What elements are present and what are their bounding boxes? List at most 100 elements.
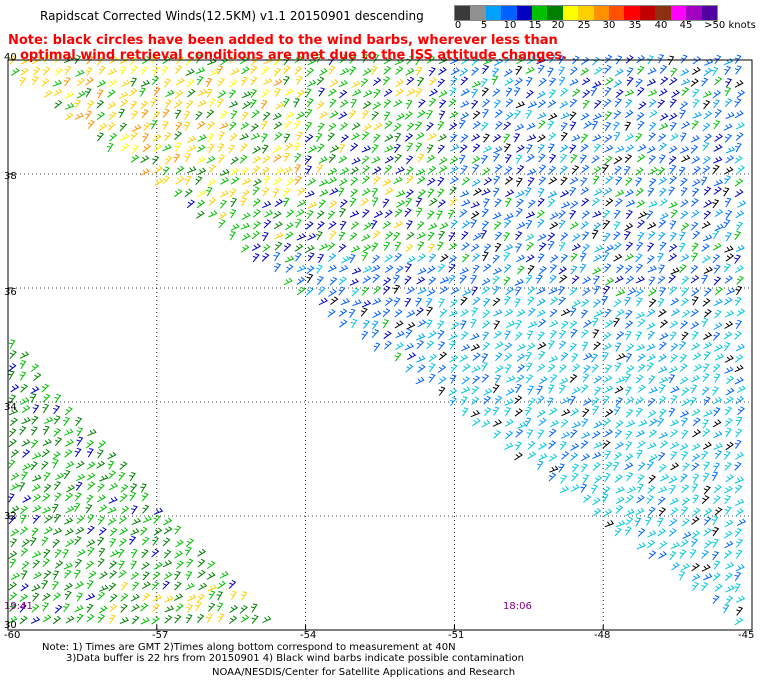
wind-barb: [581, 77, 591, 86]
wind-barb: [18, 482, 26, 492]
wind-barb: [625, 494, 634, 504]
wind-barb: [97, 614, 106, 623]
wind-barb: [417, 253, 427, 262]
wind-barb: [142, 515, 153, 524]
wind-barb: [230, 590, 238, 601]
wind-barb: [735, 122, 746, 130]
wind-barb: [670, 451, 678, 461]
wind-barb: [504, 418, 514, 427]
wind-barb: [196, 156, 206, 164]
wind-barb: [109, 527, 118, 537]
wind-barb: [86, 539, 96, 548]
wind-barb: [703, 507, 713, 517]
wind-barb: [97, 483, 105, 493]
wind-barb: [581, 453, 591, 462]
wind-barb: [647, 187, 655, 197]
wind-barb: [404, 133, 414, 142]
wind-barb: [492, 212, 502, 220]
wind-barb: [42, 403, 50, 414]
wind-barb: [648, 200, 658, 208]
wind-barb: [339, 54, 348, 64]
wind-barb: [241, 66, 250, 75]
wind-barb: [22, 495, 32, 503]
wind-barb: [569, 374, 578, 383]
wind-barb: [591, 197, 600, 207]
wind-barb: [74, 536, 82, 546]
wind-barb: [647, 265, 658, 273]
wind-barb: [645, 516, 652, 526]
wind-barb: [272, 188, 280, 198]
wind-barb: [536, 286, 546, 295]
wind-barb: [473, 187, 483, 196]
wind-barb: [460, 396, 468, 406]
wind-barb: [294, 252, 302, 262]
wind-barb: [723, 342, 731, 352]
wind-barb: [349, 197, 357, 207]
wind-barb: [669, 429, 679, 438]
wind-barb: [725, 406, 733, 416]
wind-barb: [316, 231, 323, 241]
wind-barb: [450, 67, 460, 76]
wind-barb: [657, 517, 664, 527]
wind-barb: [318, 243, 329, 251]
wind-barb: [352, 299, 362, 307]
wind-barb: [219, 571, 229, 579]
wind-barb: [394, 241, 402, 251]
scale-swatch: [532, 6, 548, 20]
wind-barb: [472, 232, 482, 241]
wind-barb: [605, 197, 614, 207]
wind-barb: [734, 331, 742, 340]
wind-barb: [373, 122, 383, 130]
wind-barb: [505, 189, 515, 198]
wind-barb: [406, 76, 415, 86]
wind-barb: [561, 451, 570, 460]
wind-barb: [31, 439, 39, 449]
wind-barb: [362, 265, 373, 274]
wind-barb: [87, 119, 96, 130]
wind-barb: [305, 121, 313, 131]
wind-barb: [185, 582, 195, 591]
color-scale-bar: [454, 5, 718, 21]
wind-barb: [415, 197, 423, 207]
wind-barb: [372, 101, 382, 110]
wind-barb: [472, 110, 481, 120]
wind-barb: [118, 91, 129, 99]
wind-barb: [220, 168, 230, 176]
lon-label-45: -45: [738, 630, 754, 641]
wind-barb: [712, 90, 722, 99]
wind-barb: [517, 265, 525, 275]
wind-barb: [525, 406, 532, 416]
wind-barb: [29, 537, 37, 547]
wind-barb: [9, 558, 17, 568]
wind-barb: [305, 133, 314, 143]
wind-barb: [318, 111, 328, 120]
wind-barb: [448, 232, 456, 242]
wind-barb: [604, 408, 614, 418]
wind-barb: [604, 77, 614, 86]
wind-barb: [198, 582, 208, 591]
wind-barb: [44, 514, 53, 524]
wind-barb: [626, 485, 637, 494]
wind-barb: [604, 520, 615, 528]
wind-barb: [196, 144, 206, 153]
wind-barb: [360, 307, 368, 317]
wind-barb: [669, 518, 678, 527]
wind-barb: [483, 263, 492, 272]
wind-barb: [118, 471, 126, 481]
wind-barb: [714, 507, 723, 516]
wind-barb: [714, 76, 723, 86]
wind-barb: [274, 131, 283, 141]
wind-barb: [735, 395, 745, 405]
wind-barb: [74, 558, 83, 568]
wind-barb: [87, 461, 96, 470]
wind-barb: [505, 98, 514, 108]
wind-barb: [329, 79, 339, 88]
wind-barb: [734, 230, 742, 241]
wind-barb: [657, 166, 666, 176]
wind-barb: [680, 563, 690, 571]
wind-barb: [712, 526, 720, 537]
wind-barb: [591, 363, 600, 373]
wind-barb: [526, 429, 534, 439]
wind-barb: [107, 101, 117, 110]
wind-barb: [187, 144, 197, 152]
